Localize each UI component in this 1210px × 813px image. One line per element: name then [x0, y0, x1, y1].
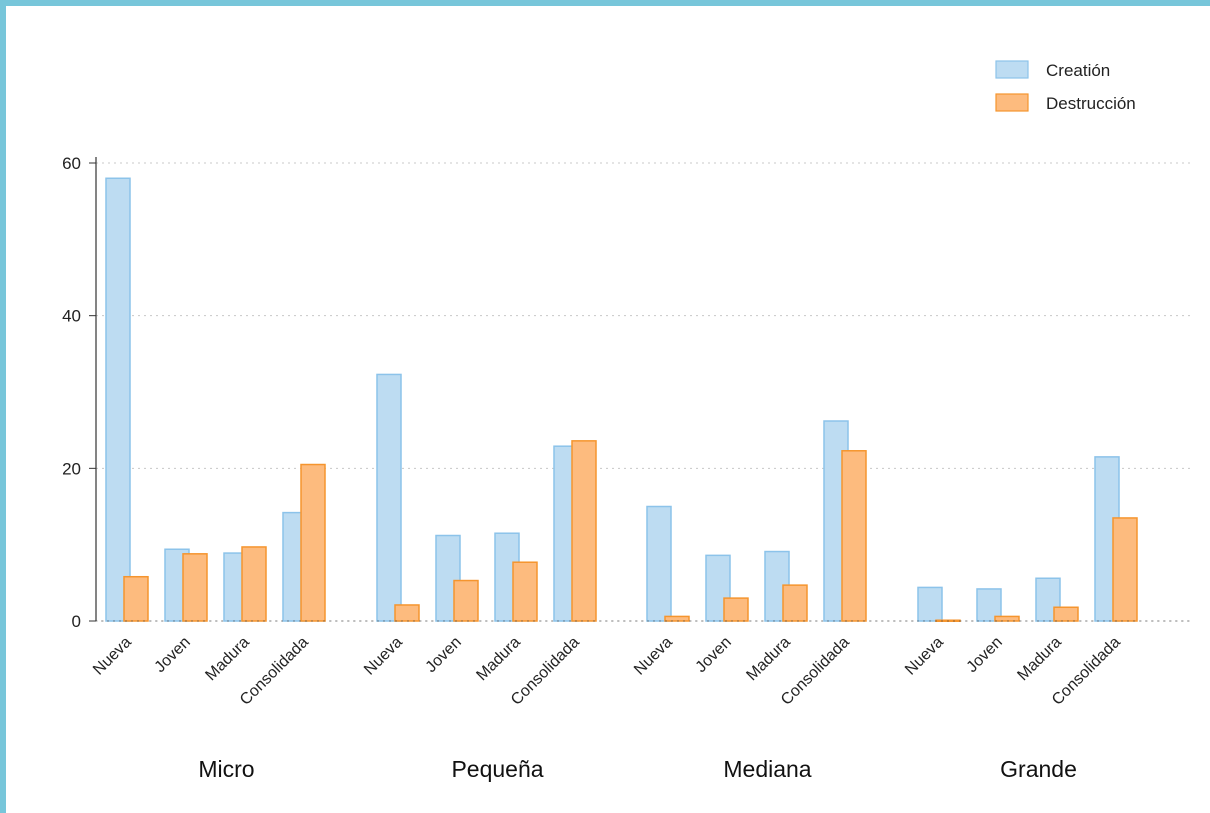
bar-destruction — [782, 584, 808, 622]
bar-creation — [976, 588, 1002, 622]
group-labels: Micro Pequeña Mediana Grande — [198, 756, 1076, 782]
y-tick-label: 0 — [72, 612, 81, 631]
category-label: Madura — [202, 634, 252, 684]
group-label: Mediana — [723, 756, 811, 782]
bar-destruction — [841, 450, 867, 622]
category-label: Nueva — [902, 634, 947, 679]
category-label: Nueva — [361, 634, 406, 679]
bar-destruction — [300, 463, 326, 622]
legend-swatch — [995, 60, 1029, 79]
legend: Creatión Destrucción — [995, 60, 1136, 113]
bar-creation — [376, 373, 402, 622]
bar-creation — [105, 177, 131, 622]
y-axis-ticks: 0 20 40 60 — [62, 154, 96, 631]
bar-destruction — [453, 579, 479, 622]
bar-destruction — [512, 561, 538, 622]
bar-destruction — [723, 597, 749, 622]
category-label: Nueva — [631, 634, 676, 679]
bar-destruction — [994, 615, 1020, 622]
bar-destruction — [571, 440, 597, 622]
category-label: Joven — [693, 634, 735, 676]
y-tick-label: 60 — [62, 154, 81, 173]
bar-creation — [435, 534, 461, 622]
category-label: Joven — [152, 634, 194, 676]
category-label: Madura — [743, 634, 793, 684]
group-label: Pequeña — [451, 756, 543, 782]
bar-creation — [917, 586, 943, 622]
legend-swatch — [995, 93, 1029, 112]
category-label: Joven — [964, 634, 1006, 676]
y-tick-label: 20 — [62, 459, 81, 478]
bar-destruction — [394, 604, 420, 622]
bar-destruction — [1112, 517, 1138, 622]
bar-destruction — [241, 546, 267, 622]
bar-destruction — [664, 615, 690, 622]
bar-creation — [646, 505, 672, 622]
group-label: Grande — [1000, 756, 1077, 782]
bar-destruction — [1053, 606, 1079, 622]
legend-label: Destrucción — [1046, 94, 1136, 113]
group-label: Micro — [198, 756, 254, 782]
y-tick-label: 40 — [62, 307, 81, 326]
category-label: Joven — [423, 634, 465, 676]
axes — [89, 157, 1192, 622]
category-label: Madura — [1014, 634, 1064, 684]
legend-label: Creatión — [1046, 61, 1110, 80]
bar-destruction — [123, 575, 149, 622]
category-label: Madura — [473, 634, 523, 684]
bars — [105, 177, 1138, 622]
category-label: Nueva — [90, 634, 135, 679]
bar-destruction — [182, 553, 208, 622]
